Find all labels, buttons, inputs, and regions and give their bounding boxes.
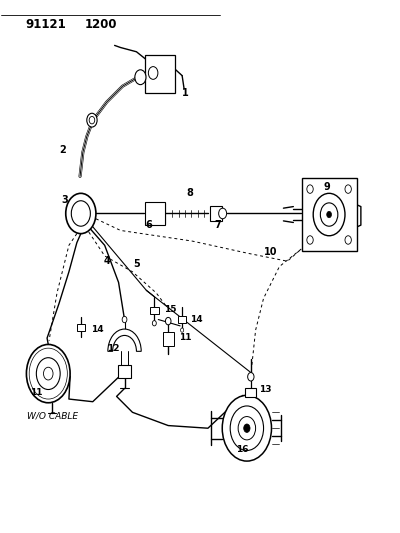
FancyBboxPatch shape (163, 332, 174, 345)
Text: 4: 4 (103, 256, 110, 266)
Circle shape (44, 367, 53, 380)
Circle shape (166, 317, 171, 325)
Circle shape (180, 328, 184, 332)
Text: 11: 11 (30, 388, 42, 397)
Text: 16: 16 (236, 445, 248, 454)
Text: 13: 13 (259, 385, 271, 394)
Text: 10: 10 (264, 247, 277, 257)
Text: 5: 5 (133, 259, 140, 269)
FancyBboxPatch shape (302, 178, 356, 251)
FancyBboxPatch shape (118, 365, 131, 378)
Text: 12: 12 (107, 344, 119, 353)
Text: 6: 6 (145, 220, 152, 230)
Text: 91121: 91121 (25, 18, 66, 31)
Circle shape (248, 373, 254, 381)
Circle shape (152, 320, 156, 326)
Circle shape (345, 185, 351, 193)
Circle shape (244, 424, 250, 432)
Text: 11: 11 (179, 333, 192, 342)
Wedge shape (108, 329, 141, 351)
Circle shape (89, 116, 95, 124)
FancyBboxPatch shape (77, 324, 85, 331)
Text: 9: 9 (324, 182, 330, 192)
FancyBboxPatch shape (245, 388, 256, 397)
Text: 1200: 1200 (85, 18, 117, 31)
Text: 3: 3 (62, 195, 68, 205)
Circle shape (313, 193, 345, 236)
Circle shape (307, 185, 313, 193)
Text: 7: 7 (214, 220, 221, 230)
Circle shape (71, 201, 90, 226)
FancyBboxPatch shape (150, 307, 159, 314)
Circle shape (66, 193, 96, 233)
Circle shape (230, 406, 264, 450)
FancyBboxPatch shape (145, 203, 165, 224)
Circle shape (148, 67, 158, 79)
Circle shape (122, 317, 127, 322)
Circle shape (26, 344, 70, 403)
Text: 1: 1 (182, 87, 189, 98)
Circle shape (36, 358, 60, 390)
Circle shape (219, 208, 227, 219)
Text: 14: 14 (190, 315, 203, 324)
Circle shape (222, 395, 272, 461)
Circle shape (345, 236, 351, 244)
Circle shape (135, 70, 146, 85)
FancyBboxPatch shape (210, 206, 222, 221)
Text: 15: 15 (164, 305, 177, 314)
Circle shape (320, 203, 338, 226)
Circle shape (327, 212, 332, 217)
Circle shape (307, 236, 313, 244)
FancyBboxPatch shape (178, 316, 186, 322)
Text: 14: 14 (91, 325, 103, 334)
Circle shape (238, 417, 256, 440)
Circle shape (87, 114, 97, 127)
FancyBboxPatch shape (145, 55, 174, 93)
Text: 2: 2 (60, 145, 66, 155)
Text: W/O CABLE: W/O CABLE (27, 411, 78, 421)
Text: 8: 8 (187, 188, 194, 198)
